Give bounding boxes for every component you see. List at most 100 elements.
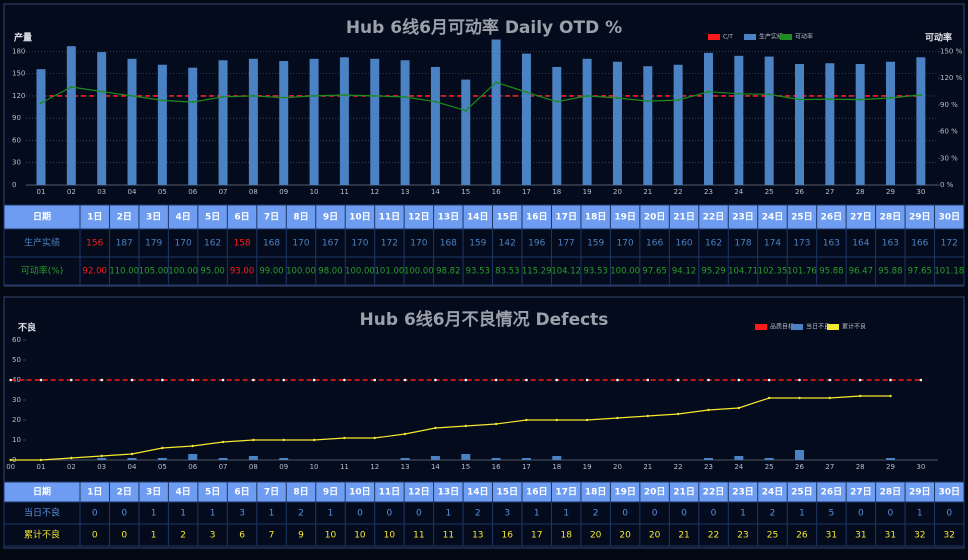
bar [916, 57, 926, 185]
x-tick-label: 09 [279, 188, 288, 196]
table-cell: 166 [646, 239, 663, 249]
table-cell: 102.35 [758, 267, 788, 277]
table-cell: 1 [445, 509, 451, 519]
x-tick-label: 01 [37, 463, 46, 471]
x-tick-label: 13 [401, 463, 410, 471]
table-border [3, 481, 965, 547]
point [828, 378, 832, 382]
table-cell: 174 [764, 239, 781, 249]
point [737, 378, 741, 382]
y-tick-label: 50 [12, 356, 21, 364]
table-cell: 20 [649, 531, 661, 541]
point [434, 100, 437, 103]
table-cell: 0 [121, 531, 127, 541]
table-header: 5日 [205, 487, 220, 498]
table-cell: 163 [823, 239, 840, 249]
table-cell: 0 [887, 509, 893, 519]
table-header: 日期 [33, 211, 51, 223]
point [373, 378, 377, 382]
x-tick-label: 10 [310, 188, 319, 196]
point [889, 378, 892, 382]
bar [734, 456, 744, 460]
point [646, 378, 650, 382]
x-tick-label: 04 [128, 463, 137, 471]
table-cell: 173 [793, 239, 810, 249]
bar [400, 60, 410, 185]
legend-swatch [755, 324, 767, 330]
table-cell: 166 [911, 239, 928, 249]
table-cell: 3 [504, 509, 510, 519]
table-header: 30日 [939, 212, 961, 223]
y2-tick-label: 0 % [940, 181, 954, 189]
table-cell: 164 [852, 239, 869, 249]
x-tick-label: 08 [249, 188, 258, 196]
x-tick-label: 17 [522, 188, 531, 196]
point [282, 96, 285, 99]
y-tick-label: 60 [12, 336, 21, 344]
table-header: 17日 [555, 212, 577, 223]
table-cell: 162 [705, 239, 722, 249]
table-header: 16日 [526, 212, 548, 223]
point [616, 378, 619, 382]
table-header: 23日 [732, 487, 754, 498]
x-tick-label: 07 [219, 188, 228, 196]
table-cell: 100.00 [168, 267, 198, 277]
point [161, 378, 164, 382]
bar [248, 58, 258, 185]
point [403, 432, 407, 436]
table-cell: 99.00 [259, 267, 283, 277]
bar [521, 53, 531, 185]
point [39, 458, 43, 462]
bar [703, 52, 713, 186]
table-cell: 17 [531, 531, 542, 541]
table-cell: 95.88 [819, 267, 843, 277]
bar [461, 79, 471, 185]
point [191, 444, 194, 448]
table-header: 8日 [293, 487, 308, 498]
table-cell: 160 [675, 239, 692, 249]
table-cell: 158 [233, 239, 250, 249]
point [70, 378, 73, 382]
table-cell: 1 [328, 509, 334, 519]
table-header: 19日 [614, 487, 636, 498]
line [40, 81, 921, 112]
x-tick-label: 17 [522, 463, 531, 471]
table-cell: 104.12 [551, 267, 581, 277]
bar [491, 39, 501, 185]
x-tick-label: 01 [37, 188, 46, 196]
table-header: 14日 [467, 212, 489, 223]
bar [248, 456, 258, 460]
point [858, 98, 862, 101]
legend-label: 可动率 [795, 33, 813, 41]
x-tick-label: 21 [643, 463, 652, 471]
point [9, 458, 12, 462]
point [191, 378, 194, 382]
bar [612, 61, 622, 185]
row-label: 可动率(%) [21, 265, 64, 277]
table-cell: 2 [593, 509, 599, 519]
bar [157, 458, 167, 460]
table-cell: 3 [239, 509, 245, 519]
table-header: 日期 [33, 486, 51, 498]
table-cell: 2 [180, 531, 186, 541]
bar [188, 454, 198, 460]
point [767, 378, 771, 382]
table-cell: 168 [440, 239, 457, 249]
y-tick-label: 180 [12, 47, 25, 55]
table-cell: 172 [381, 239, 398, 249]
table-header: 9日 [323, 212, 338, 223]
x-tick-label: 20 [613, 463, 622, 471]
table-cell: 22 [708, 531, 719, 541]
table-cell: 94.12 [672, 267, 696, 277]
table-cell: 105.00 [139, 267, 169, 277]
x-tick-label: 05 [158, 188, 167, 196]
table-cell: 1 [563, 509, 569, 519]
table-cell: 93.00 [230, 267, 254, 277]
point [707, 378, 710, 382]
point [494, 81, 498, 84]
table-header: 20日 [644, 487, 666, 498]
table-cell: 159 [469, 239, 486, 249]
y-tick-label: 30 [12, 159, 21, 167]
point [100, 454, 103, 458]
table-cell: 1 [740, 509, 746, 519]
